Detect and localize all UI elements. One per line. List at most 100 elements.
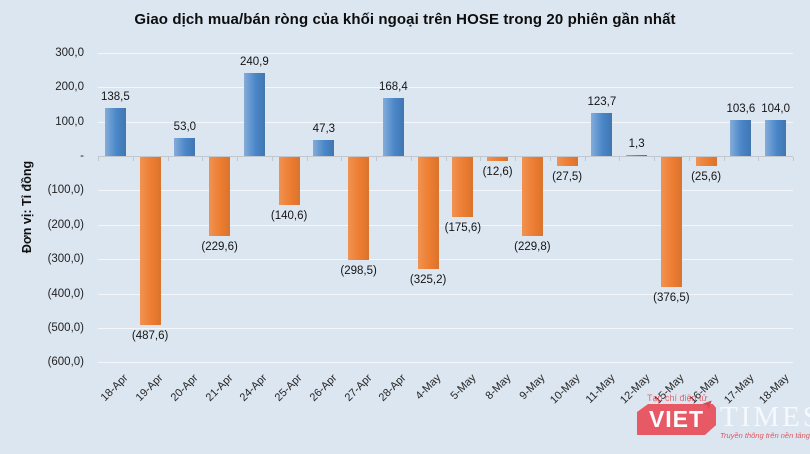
gridline <box>98 52 793 54</box>
x-tick-mark <box>585 157 586 161</box>
x-tick-label: 4-May <box>413 372 444 403</box>
x-tick-label: 27-Apr <box>342 372 375 404</box>
bar <box>382 98 404 156</box>
gridline <box>98 190 793 192</box>
x-tick-label: 9-May <box>517 372 548 403</box>
value-label: (27,5) <box>552 171 583 184</box>
y-tick-label: (100,0) <box>47 184 84 197</box>
bar <box>730 120 752 156</box>
x-tick-mark <box>793 157 794 161</box>
value-label: (25,6) <box>691 170 722 183</box>
bar <box>695 157 717 166</box>
viettimes-logo-times: TIMES <box>720 401 810 433</box>
viettimes-logo-viet: VIET <box>637 404 716 435</box>
plot-area: 138,5 (487,6) 53,0 (229,6) 240,9 (140,6) 47,3 (… <box>98 45 794 370</box>
y-tick-label: (400,0) <box>47 287 84 300</box>
x-tick-label: 21-Apr <box>203 372 236 404</box>
x-tick-label: 11-May <box>583 372 618 406</box>
value-label: 138,5 <box>100 91 130 104</box>
x-tick-label: 25-Apr <box>272 372 305 404</box>
value-label: (325,2) <box>409 273 447 286</box>
x-tick-mark <box>168 157 169 161</box>
value-label: (229,8) <box>514 241 551 254</box>
x-tick-mark <box>758 157 759 161</box>
y-tick-label: - <box>80 150 84 162</box>
value-label: (175,6) <box>444 222 482 235</box>
x-tick-mark <box>133 157 134 161</box>
x-tick-label: 24-Apr <box>238 372 270 404</box>
x-axis-line <box>98 156 793 157</box>
bar <box>104 108 126 156</box>
x-tick-mark <box>341 157 342 161</box>
value-label: (487,6) <box>131 329 169 342</box>
x-tick-mark <box>307 157 308 161</box>
value-label: 168,4 <box>378 81 408 94</box>
y-tick-label: (300,0) <box>47 253 84 266</box>
bar <box>556 157 578 167</box>
gridline <box>98 293 793 295</box>
gridline <box>98 328 793 329</box>
x-tick-mark <box>411 157 412 161</box>
value-label: (229,6) <box>201 240 238 253</box>
bar <box>209 157 231 236</box>
gridline <box>98 224 793 226</box>
y-tick-label: 200,0 <box>55 81 84 94</box>
x-tick-mark <box>480 157 481 161</box>
x-tick-label: 20-Apr <box>168 372 201 404</box>
value-label: 1,3 <box>628 138 645 150</box>
x-tick-mark <box>376 157 377 161</box>
y-tick-label: (600,0) <box>47 356 84 369</box>
x-tick-label: 5-May <box>448 372 479 403</box>
watermark-small-text: Tạp chí điện tử <box>647 393 708 403</box>
value-label: 53,0 <box>173 120 197 133</box>
y-tick-label: 300,0 <box>55 46 84 59</box>
y-tick-label: 100,0 <box>55 115 84 128</box>
x-tick-mark <box>446 157 447 161</box>
x-tick-mark <box>619 157 620 161</box>
bar <box>313 139 335 156</box>
bar <box>243 73 265 156</box>
bar <box>348 157 370 260</box>
value-label: 47,3 <box>312 122 336 135</box>
bar <box>660 157 682 287</box>
value-label: (12,6) <box>482 166 513 179</box>
value-label: 240,9 <box>239 56 269 69</box>
bar <box>765 120 787 156</box>
value-label: 104,0 <box>761 103 791 116</box>
gridline <box>98 259 793 261</box>
gridline <box>98 362 793 364</box>
x-tick-mark <box>654 157 655 161</box>
x-tick-mark <box>272 157 273 161</box>
chart-title: Giao dịch mua/bán ròng của khối ngoại tr… <box>134 11 676 28</box>
x-tick-mark <box>689 157 690 161</box>
bar <box>487 157 509 162</box>
x-tick-mark <box>98 157 99 161</box>
value-label: (376,5) <box>653 291 690 304</box>
watermark-tagline: Truyền thông trên nền tảng số <box>720 431 810 440</box>
x-tick-mark <box>550 157 551 161</box>
bar <box>452 157 474 218</box>
x-tick-label: 18-Apr <box>99 372 131 404</box>
gridline <box>98 87 793 89</box>
y-tick-label: (500,0) <box>47 322 84 334</box>
bar <box>521 157 543 237</box>
y-tick-label: (200,0) <box>47 218 84 231</box>
x-tick-mark <box>515 157 516 161</box>
x-tick-label: 10-May <box>548 372 583 407</box>
bar <box>139 157 161 325</box>
gridline <box>98 121 793 123</box>
value-label: 123,7 <box>587 96 617 109</box>
x-tick-label: 28-Apr <box>377 372 409 404</box>
x-tick-mark <box>724 157 725 161</box>
x-tick-label: 19-Apr <box>133 372 166 404</box>
y-axis-title: Đơn vị: Tỉ đồng <box>20 160 34 254</box>
value-label: (140,6) <box>270 210 308 223</box>
viettimes-watermark: Tạp chí điện tử VIET ➤ TIMES Truyền thôn… <box>637 393 810 447</box>
bar <box>626 155 648 156</box>
x-tick-label: 8-May <box>483 372 514 403</box>
bar <box>417 157 439 269</box>
x-tick-label: 26-Apr <box>307 372 340 404</box>
bar <box>278 157 300 206</box>
bar <box>591 113 613 156</box>
